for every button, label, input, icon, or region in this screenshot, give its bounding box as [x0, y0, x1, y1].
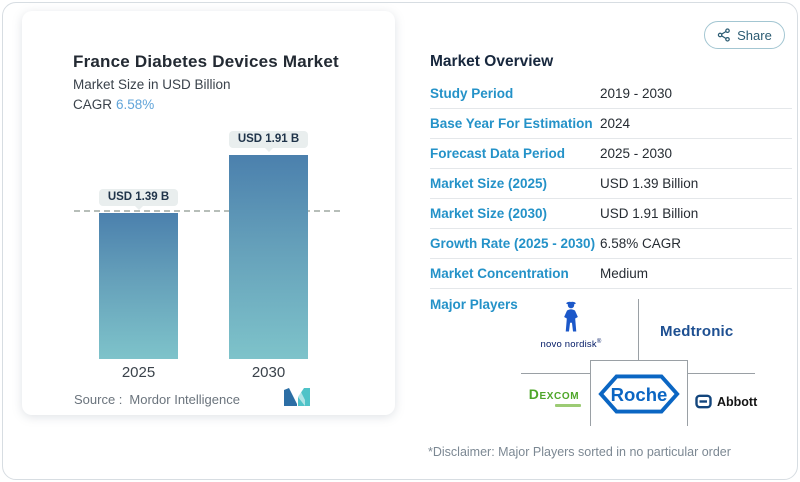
- bar-2030: [229, 155, 308, 359]
- chart-cagr-line: CAGR 6.58%: [73, 97, 154, 112]
- abbott-logo: Abbott: [695, 394, 757, 409]
- row-value: 2024: [600, 116, 631, 131]
- chart-panel: France Diabetes Devices Market Market Si…: [22, 11, 395, 415]
- svg-text:Roche: Roche: [611, 383, 668, 404]
- roche-logo-box: Roche: [590, 360, 688, 426]
- row-value: 6.58% CAGR: [600, 236, 682, 251]
- medtronic-logo: Medtronic: [660, 323, 734, 340]
- row-label: Market Concentration: [430, 266, 569, 281]
- disclaimer-text: *Disclaimer: Major Players sorted in no …: [428, 445, 731, 459]
- row-label: Market Size (2025): [430, 176, 548, 191]
- row-value: 2025 - 2030: [600, 146, 673, 161]
- row-label: Market Size (2030): [430, 206, 548, 221]
- overview-table: Study Period 2019 - 2030 Base Year For E…: [430, 79, 792, 289]
- table-row: Forecast Data Period 2025 - 2030: [430, 139, 792, 169]
- source-label: Source :: [74, 392, 123, 407]
- share-label: Share: [737, 27, 772, 43]
- row-value: Medium: [600, 266, 649, 281]
- table-row: Base Year For Estimation 2024: [430, 109, 792, 139]
- table-row: Market Size (2025) USD 1.39 Billion: [430, 169, 792, 199]
- players-horizontal-divider-right: [687, 373, 755, 374]
- reference-dashed-line: [74, 210, 340, 212]
- row-label: Forecast Data Period: [430, 146, 566, 161]
- table-row: Growth Rate (2025 - 2030) 6.58% CAGR: [430, 229, 792, 259]
- chart-title: France Diabetes Devices Market: [73, 52, 339, 71]
- row-value: 2019 - 2030: [600, 86, 673, 101]
- row-label: Growth Rate (2025 - 2030): [430, 236, 596, 251]
- row-label: Study Period: [430, 86, 514, 101]
- x-axis-label-2030: 2030: [251, 364, 286, 381]
- roche-hexagon-icon: Roche: [598, 373, 680, 414]
- abbott-a-icon: [695, 394, 712, 409]
- share-button[interactable]: Share: [704, 21, 785, 49]
- bar-2025: [99, 213, 178, 359]
- x-axis-label-2025: 2025: [121, 364, 156, 381]
- dexcom-tagline-mark: [555, 404, 581, 407]
- chart-subtitle: Market Size in USD Billion: [73, 77, 231, 92]
- novo-nordisk-logo: novo nordisk®: [537, 301, 605, 350]
- dexcom-wordmark: Dexcom: [528, 386, 580, 402]
- major-players-label: Major Players: [430, 297, 518, 312]
- table-row: Market Concentration Medium: [430, 259, 792, 289]
- abbott-wordmark: Abbott: [717, 394, 758, 409]
- bar-value-label-2025: USD 1.39 B: [99, 189, 178, 206]
- overview-title: Market Overview: [430, 53, 554, 70]
- source-attribution: Source : Mordor Intelligence: [74, 392, 240, 407]
- share-icon: [717, 28, 730, 42]
- bar-value-label-2030: USD 1.91 B: [229, 131, 308, 148]
- table-row: Study Period 2019 - 2030: [430, 79, 792, 109]
- source-name: Mordor Intelligence: [129, 392, 240, 407]
- dexcom-logo: Dexcom: [523, 386, 585, 407]
- row-label: Base Year For Estimation: [430, 116, 593, 131]
- row-value: USD 1.39 Billion: [600, 176, 699, 191]
- players-vertical-divider: [638, 299, 639, 360]
- row-value: USD 1.91 Billion: [600, 206, 699, 221]
- novo-nordisk-bull-icon: [564, 301, 578, 332]
- novo-nordisk-wordmark: novo nordisk®: [540, 339, 602, 351]
- players-horizontal-divider-left: [521, 373, 590, 374]
- mordor-intelligence-logo-icon: [284, 388, 310, 406]
- table-row: Market Size (2030) USD 1.91 Billion: [430, 199, 792, 229]
- cagr-label: CAGR: [73, 97, 113, 112]
- cagr-value: 6.58%: [116, 97, 155, 112]
